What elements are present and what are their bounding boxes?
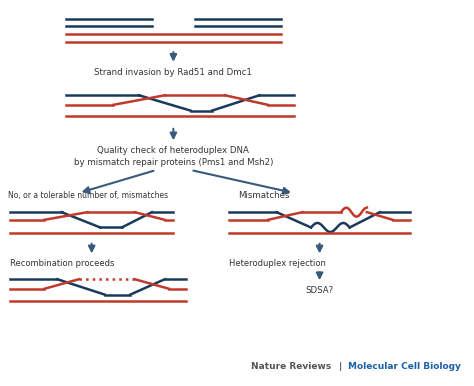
Text: Strand invasion by Rad51 and Dmc1: Strand invasion by Rad51 and Dmc1 xyxy=(94,68,252,78)
Text: No, or a tolerable number of, mismatches: No, or a tolerable number of, mismatches xyxy=(8,191,168,200)
Text: Nature Reviews: Nature Reviews xyxy=(251,362,331,371)
Text: |: | xyxy=(339,362,342,371)
Text: Molecular Cell Biology: Molecular Cell Biology xyxy=(347,362,460,371)
Text: SDSA?: SDSA? xyxy=(306,286,334,295)
Text: Mismatches: Mismatches xyxy=(238,191,290,200)
Text: Quality check of heteroduplex DNA: Quality check of heteroduplex DNA xyxy=(98,146,249,155)
Text: by mismatch repair proteins (Pms1 and Msh2): by mismatch repair proteins (Pms1 and Ms… xyxy=(73,158,273,167)
Text: Heteroduplex rejection: Heteroduplex rejection xyxy=(229,259,326,268)
Text: Recombination proceeds: Recombination proceeds xyxy=(10,259,114,268)
